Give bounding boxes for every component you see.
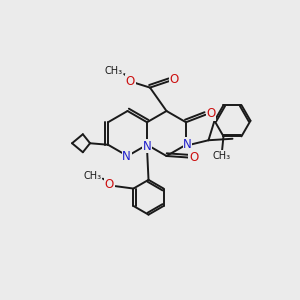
Text: N: N — [183, 138, 192, 151]
Text: N: N — [122, 150, 131, 163]
Text: O: O — [105, 178, 114, 191]
Text: CH₃: CH₃ — [105, 66, 123, 76]
Text: CH₃: CH₃ — [83, 171, 101, 181]
Text: O: O — [189, 151, 198, 164]
Text: N: N — [142, 140, 152, 153]
Text: O: O — [126, 75, 135, 88]
Text: O: O — [170, 73, 179, 86]
Text: O: O — [206, 107, 215, 120]
Text: CH₃: CH₃ — [213, 151, 231, 161]
